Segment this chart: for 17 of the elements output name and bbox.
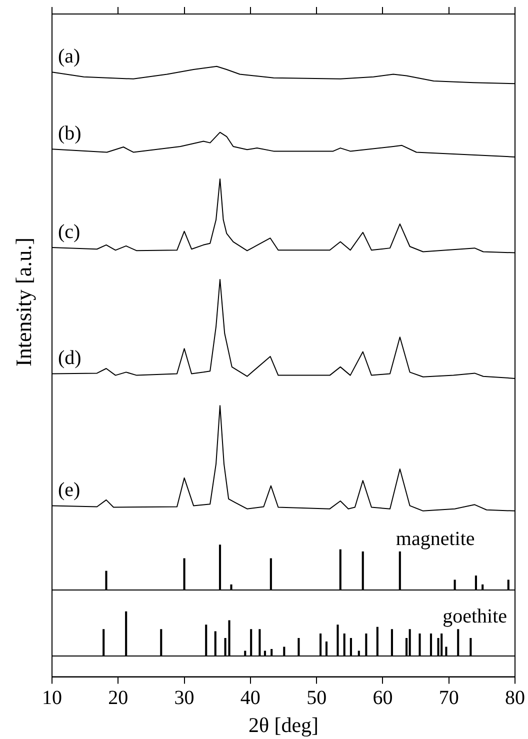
y-axis-title: Intensity [a.u.]: [10, 238, 36, 366]
series-label: (a): [58, 45, 80, 68]
series-label: goethite: [442, 606, 508, 628]
x-axis-title: 2θ [deg]: [248, 712, 319, 737]
series-label: magnetite: [396, 528, 475, 550]
x-tick-label: 50: [306, 687, 327, 710]
x-tick-label: 10: [42, 687, 62, 710]
x-tick-label: 80: [505, 687, 525, 710]
series-label: (b): [58, 122, 82, 144]
series-label: (e): [58, 478, 80, 501]
x-tick-label: 30: [174, 687, 194, 710]
x-tick-label: 70: [438, 687, 459, 710]
series-label: (c): [58, 220, 80, 243]
x-tick-label: 40: [240, 687, 260, 710]
x-tick-label: 60: [372, 687, 393, 710]
x-tick-label: 20: [108, 687, 128, 710]
series-label: (d): [58, 346, 82, 369]
